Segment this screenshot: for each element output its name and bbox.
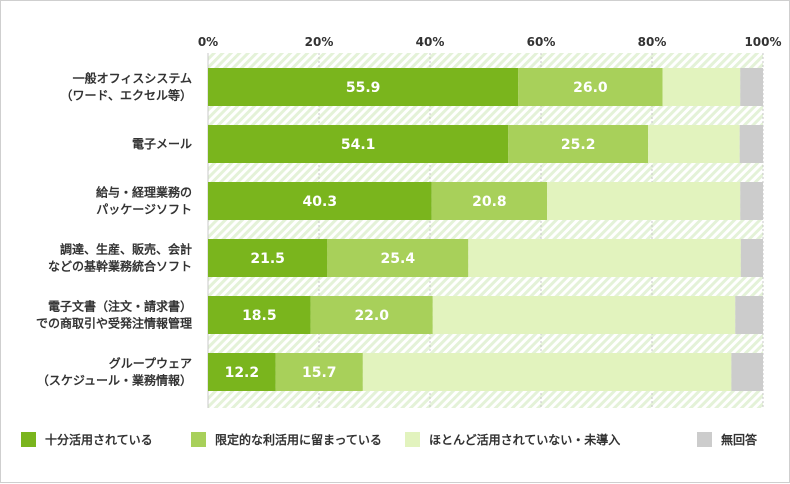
data-label: 55.9 <box>346 80 381 96</box>
plot-area <box>208 53 763 408</box>
x-tick-label: 100% <box>744 35 781 49</box>
bar-segment <box>735 296 763 334</box>
bar-segment <box>662 68 741 106</box>
bar-segment <box>208 239 328 277</box>
data-label: 25.4 <box>381 251 416 267</box>
category-label-line: 電子文書（注文・請求書） <box>48 299 192 314</box>
x-tick-label: 40% <box>416 35 445 49</box>
data-label: 26.0 <box>573 80 608 96</box>
data-label: 15.7 <box>302 365 337 381</box>
category-label: 電子文書（注文・請求書） での商取引や受発注情報管理 <box>36 299 192 331</box>
bar-segment <box>208 296 311 334</box>
x-tick-label: 80% <box>638 35 667 49</box>
legend-item: 限定的な利活用に留まっている <box>191 432 382 447</box>
legend: 十分活用されている 限定的な利活用に留まっている ほとんど活用されていない・未導入 無… <box>21 432 758 447</box>
bar-segment <box>431 182 548 220</box>
bar-segment <box>739 125 763 163</box>
legend-label: ほとんど活用されていない・未導入 <box>429 432 620 447</box>
bar-segment <box>432 296 736 334</box>
category-label-line: グループウェア <box>109 356 192 371</box>
category-label: 電子メール <box>132 137 192 151</box>
legend-label: 無回答 <box>721 432 758 447</box>
data-label: 18.5 <box>242 308 277 324</box>
bar-segment <box>327 239 469 277</box>
category-label-line: 調達、生産、販売、会計 <box>60 242 192 257</box>
bar-segment <box>731 353 763 391</box>
bar-segment <box>208 182 432 220</box>
x-tick-label: 0% <box>198 35 218 49</box>
data-label: 40.3 <box>303 194 338 210</box>
x-tick-label: 20% <box>305 35 334 49</box>
bar-segment <box>468 239 741 277</box>
bar-segment <box>208 125 509 163</box>
bar-segment <box>518 68 663 106</box>
legend-item: ほとんど活用されていない・未導入 <box>405 432 620 447</box>
bar-segment <box>740 182 763 220</box>
data-label: 22.0 <box>354 308 389 324</box>
legend-swatch <box>191 432 206 447</box>
bar-segment <box>547 182 741 220</box>
plot-background <box>208 53 763 408</box>
data-label: 12.2 <box>225 365 260 381</box>
category-label-line: 給与・経理業務の <box>96 185 192 200</box>
bar-segment <box>310 296 433 334</box>
bar-segment <box>740 68 763 106</box>
bar-segment <box>740 239 763 277</box>
legend-item: 無回答 <box>697 432 758 447</box>
bar-segment <box>275 353 363 391</box>
data-label: 21.5 <box>250 251 285 267</box>
x-tick-label: 60% <box>527 35 556 49</box>
legend-label: 限定的な利活用に留まっている <box>215 432 382 447</box>
data-label: 25.2 <box>561 137 596 153</box>
gridlines <box>207 53 764 408</box>
legend-item: 十分活用されている <box>21 432 153 447</box>
category-label-line: 一般オフィスシステム <box>73 71 192 86</box>
category-label-line: （スケジュール・業務情報） <box>37 373 192 388</box>
legend-swatch <box>21 432 36 447</box>
legend-label: 十分活用されている <box>45 432 153 447</box>
category-label-line: （ワード、エクセル等） <box>60 88 192 103</box>
category-label: 一般オフィスシステム （ワード、エクセル等） <box>60 71 192 103</box>
category-label-line: などの基幹業務統合ソフト <box>48 259 192 274</box>
bar-segment <box>208 353 276 391</box>
bar-segment <box>208 68 519 106</box>
x-axis-ticks: 0% 20% 40% 60% 80% 100% <box>198 35 782 49</box>
legend-swatch <box>697 432 712 447</box>
bar-segment <box>648 125 740 163</box>
bar-segment <box>508 125 649 163</box>
category-labels: 一般オフィスシステム （ワード、エクセル等） 電子メール給与・経理業務のパッケージソ… <box>36 71 192 388</box>
category-label-line: 電子メール <box>132 137 192 151</box>
data-label: 20.8 <box>472 194 507 210</box>
data-label: 54.1 <box>341 137 376 153</box>
category-label-line: パッケージソフト <box>96 203 192 217</box>
legend-swatch <box>405 432 420 447</box>
bar-segment <box>362 353 732 391</box>
bars: 55.9 26.0 54.1 25.2 40.3 20.8 21.5 25.4 18.5 22.0… <box>208 68 763 391</box>
category-label: グループウェア （スケジュール・業務情報） <box>37 356 192 388</box>
category-label-line: での商取引や受発注情報管理 <box>36 316 192 331</box>
